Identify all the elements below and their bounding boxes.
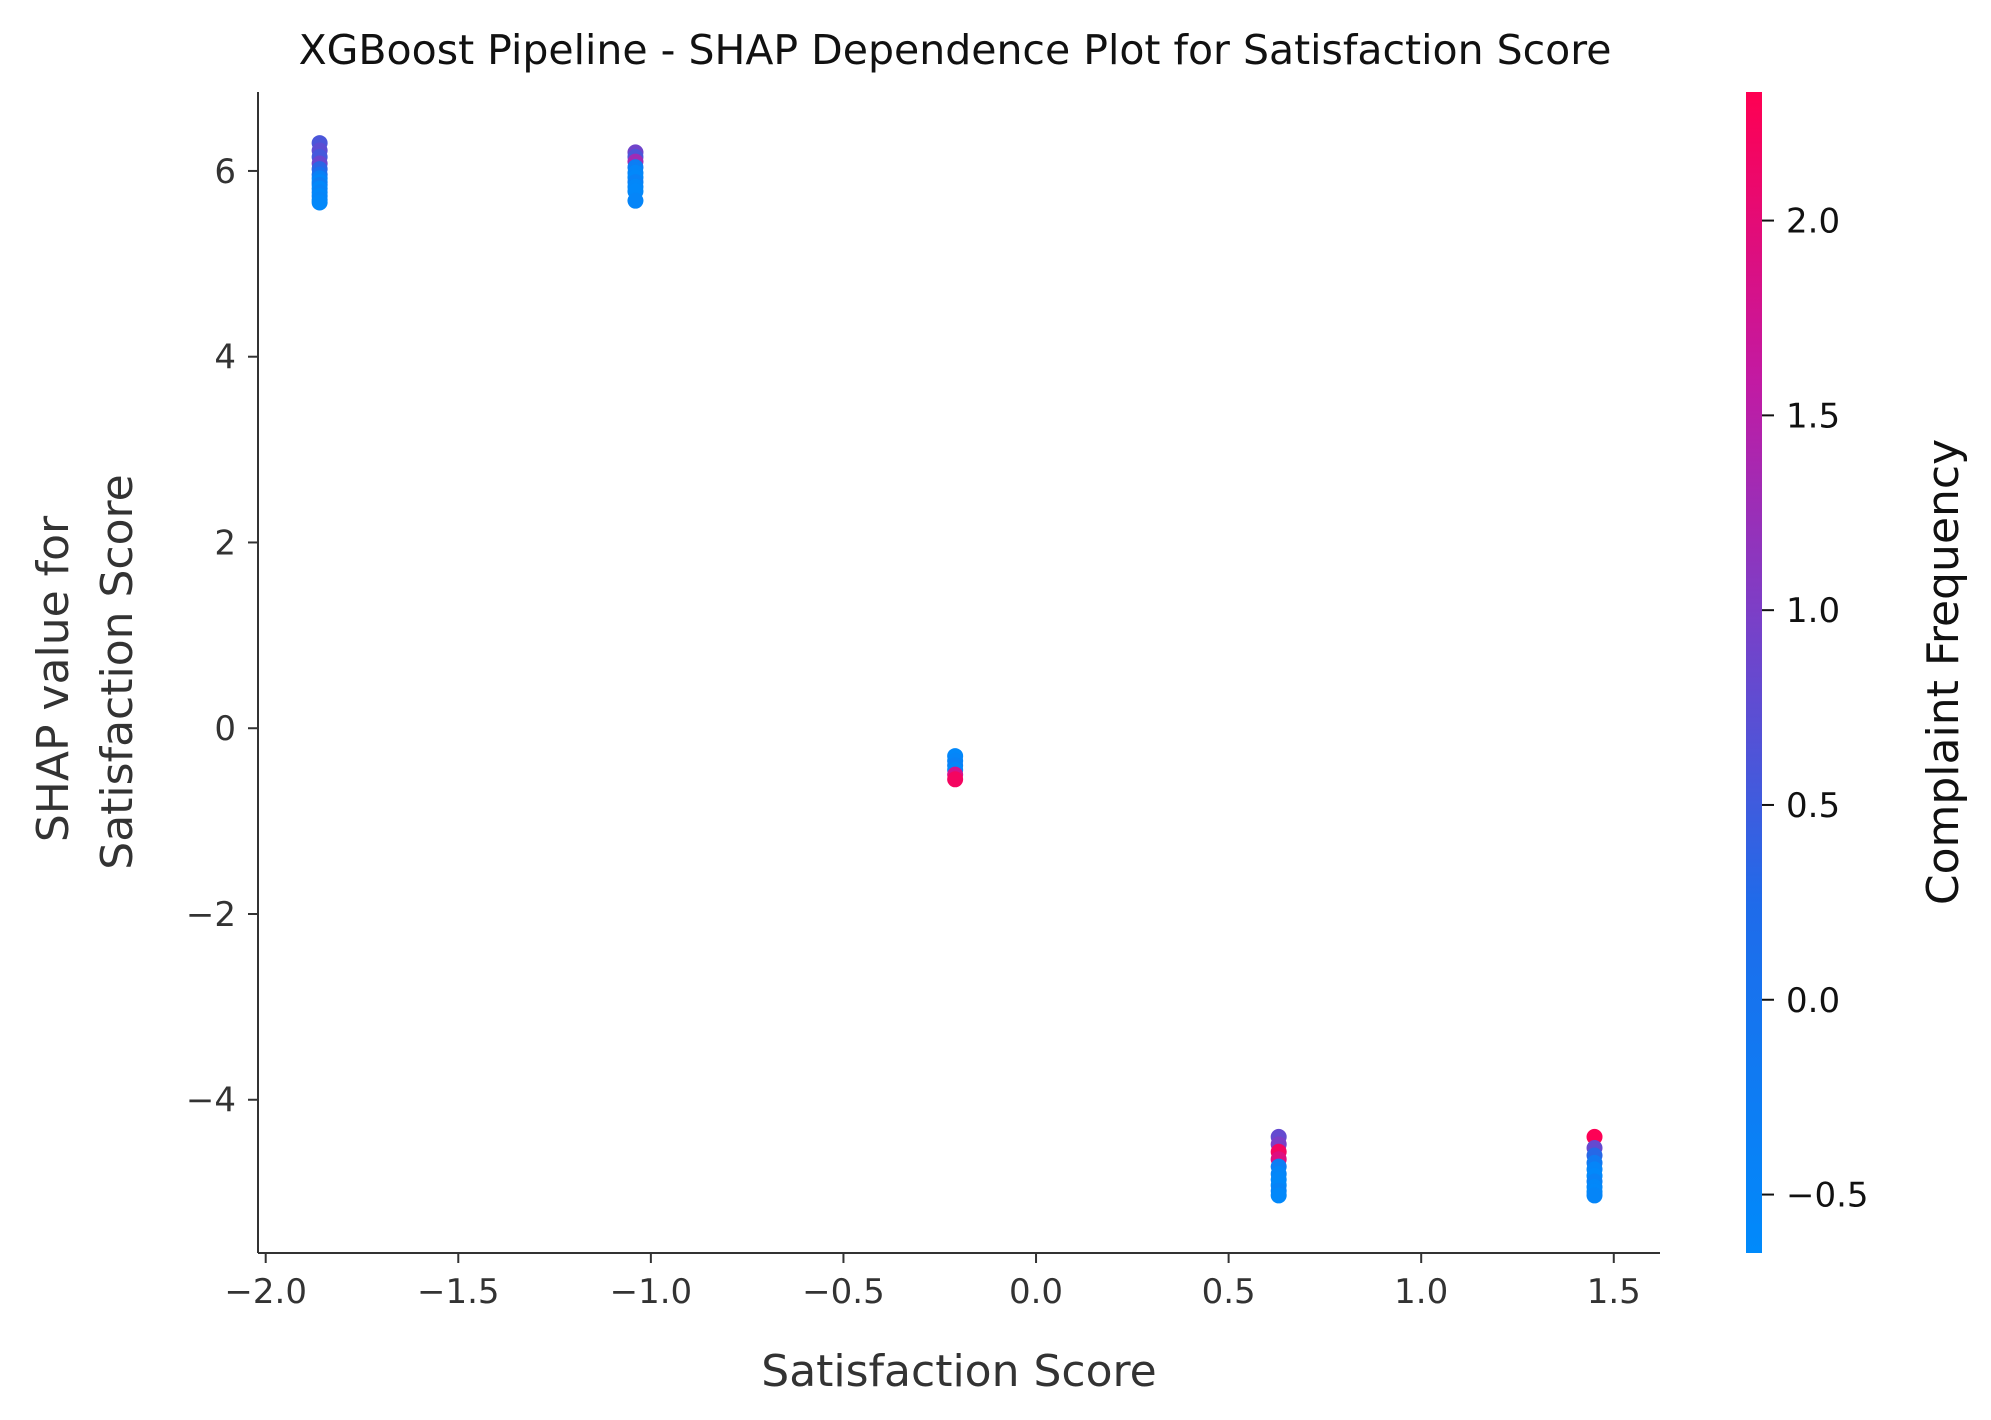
data-point [311, 194, 328, 211]
colorbar-tick-label: 1.0 [1786, 591, 1840, 631]
colorbar-tick-label: 1.5 [1786, 396, 1840, 436]
colorbar-tick-label: 2.0 [1786, 202, 1840, 242]
data-point [1586, 1187, 1603, 1204]
y-axis-ticks: 6 4 2 0 −2 −4 [186, 152, 258, 1121]
colorbar-tick-label: 0.5 [1786, 786, 1840, 826]
x-tick-label: −1.5 [417, 1272, 500, 1312]
colorbar [1746, 92, 1762, 1253]
x-tick-label: 1.5 [1587, 1272, 1641, 1312]
data-point [947, 771, 964, 788]
colorbar-tick-label: −0.5 [1786, 1176, 1869, 1216]
y-axis-title: SHAP value for Satisfaction Score [28, 474, 143, 869]
x-tick-label: 0.5 [1202, 1272, 1256, 1312]
data-point [627, 192, 644, 209]
chart-title: XGBoost Pipeline - SHAP Dependence Plot … [299, 26, 1612, 74]
data-point [1270, 1187, 1287, 1204]
y-tick-label: 0 [214, 709, 236, 749]
y-tick-label: 4 [214, 338, 236, 378]
x-tick-label: −2.0 [224, 1272, 307, 1312]
y-tick-label: 2 [214, 523, 236, 563]
colorbar-tick-label: 0.0 [1786, 981, 1840, 1021]
colorbar-title: Complaint Frequency [1918, 439, 1969, 905]
x-tick-label: −0.5 [802, 1272, 885, 1312]
x-axis-ticks: −2.0 −1.5 −1.0 −0.5 0.0 0.5 1.0 1.5 [224, 1253, 1641, 1312]
y-axis-title-line-2: Satisfaction Score [92, 474, 143, 869]
y-axis-title-line-1: SHAP value for [28, 515, 79, 842]
x-tick-label: −1.0 [610, 1272, 693, 1312]
y-tick-label: −4 [186, 1081, 236, 1121]
x-axis-title: Satisfaction Score [761, 1346, 1156, 1397]
y-tick-label: −2 [186, 895, 236, 935]
y-tick-label: 6 [214, 152, 236, 192]
data-point [1586, 1128, 1603, 1145]
plot-area [311, 135, 1603, 1204]
x-tick-label: 1.0 [1394, 1272, 1448, 1312]
colorbar-ticks: 2.0 1.5 1.0 0.5 0.0 −0.5 [1762, 202, 1869, 1216]
x-tick-label: 0.0 [1009, 1272, 1063, 1312]
